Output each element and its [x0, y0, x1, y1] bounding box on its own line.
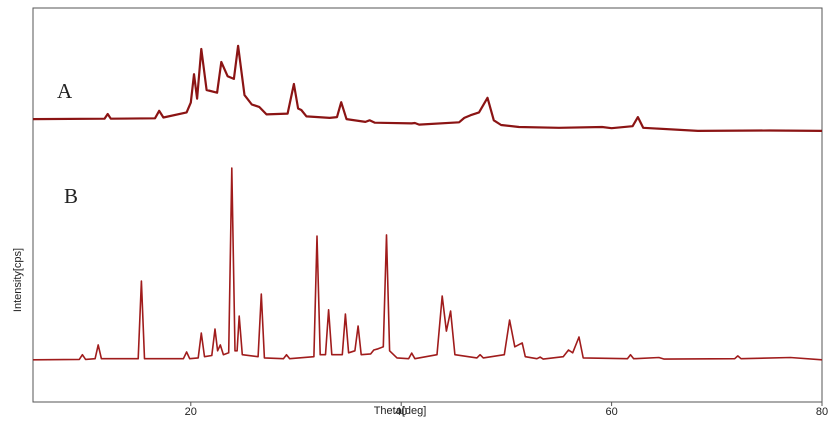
series-line [32, 167, 823, 361]
series-label: B [64, 184, 78, 208]
x-tick-label: 40 [395, 406, 407, 418]
x-axis-title: Theta[deg] [374, 405, 427, 417]
plot-frame [32, 7, 823, 403]
series-label: A [57, 79, 73, 103]
x-tick-label: 80 [816, 406, 828, 418]
x-tick-label: 20 [185, 406, 197, 418]
x-tick-label: 60 [605, 406, 617, 418]
series-line [32, 44, 823, 132]
y-axis-title: Intensity[cps] [12, 248, 24, 312]
